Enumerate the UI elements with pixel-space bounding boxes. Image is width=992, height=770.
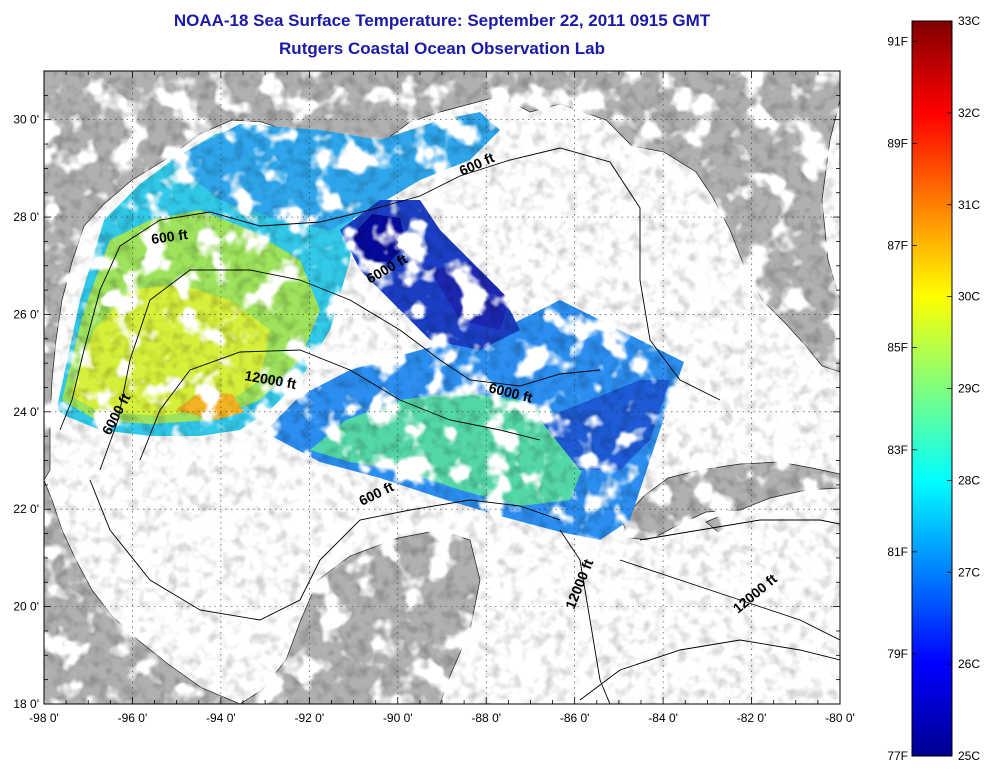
colorbar-fahrenheit-label: 89F xyxy=(887,137,908,151)
x-tick-label: -92 0' xyxy=(295,711,325,725)
graticule xyxy=(44,71,840,704)
map-subtitle: Rutgers Coastal Ocean Observation Lab xyxy=(279,39,605,58)
colorbar-fahrenheit-label: 77F xyxy=(887,749,908,763)
x-tick-label: -94 0' xyxy=(206,711,236,725)
x-tick-label: -84 0' xyxy=(648,711,678,725)
y-tick-label: 22 0' xyxy=(13,502,39,516)
colorbar-fahrenheit-label: 85F xyxy=(887,341,908,355)
colorbar-fahrenheit-label: 83F xyxy=(887,443,908,457)
map-axes: -98 0' -96 0' -94 0' -92 0' -90 0' -88 0' -86 … xyxy=(13,70,855,725)
y-tick-label: 24 0' xyxy=(13,405,39,419)
y-tick-label: 26 0' xyxy=(13,307,39,321)
colorbar-gradient xyxy=(911,20,953,757)
colorbar-fahrenheit-label: 87F xyxy=(887,239,908,253)
y-tick-label: 20 0' xyxy=(13,600,39,614)
colorbar-celsius-label: 29C xyxy=(958,382,980,396)
x-tick-label: -86 0' xyxy=(560,711,590,725)
colorbar-celsius-label: 33C xyxy=(958,14,980,28)
colorbar-celsius-label: 27C xyxy=(958,565,980,579)
colorbar-celsius-label: 31C xyxy=(958,198,980,212)
x-tick-label: -88 0' xyxy=(471,711,501,725)
colorbar-fahrenheit-label: 81F xyxy=(887,545,908,559)
y-tick-label: 28 0' xyxy=(13,210,39,224)
x-tick-label: -98 0' xyxy=(29,711,59,725)
x-tick-label: -80 0' xyxy=(825,711,855,725)
contour-label: 600 ft xyxy=(150,226,189,247)
x-tick-label: -96 0' xyxy=(118,711,148,725)
colorbar-fahrenheit-label: 79F xyxy=(887,647,908,661)
colorbar-celsius-label: 32C xyxy=(958,106,980,120)
x-tick-label: -90 0' xyxy=(383,711,413,725)
y-tick-label: 30 0' xyxy=(13,113,39,127)
colorbar-celsius-label: 25C xyxy=(958,749,980,763)
colorbar: 33C 32C 31C 30C 29C 28C 27C 26C 25C 91F 89F 87F 85F 8… xyxy=(887,14,980,763)
y-tick-label: 18 0' xyxy=(13,697,39,711)
x-tick-label: -82 0' xyxy=(737,711,767,725)
colorbar-fahrenheit-label: 91F xyxy=(887,34,908,48)
bathymetry-contours xyxy=(59,147,840,704)
colorbar-celsius-label: 26C xyxy=(958,657,980,671)
sst-swaths xyxy=(44,71,840,704)
map-title: NOAA-18 Sea Surface Temperature: Septemb… xyxy=(173,11,711,30)
colorbar-celsius-label: 30C xyxy=(958,290,980,304)
colorbar-celsius-label: 28C xyxy=(958,473,980,487)
